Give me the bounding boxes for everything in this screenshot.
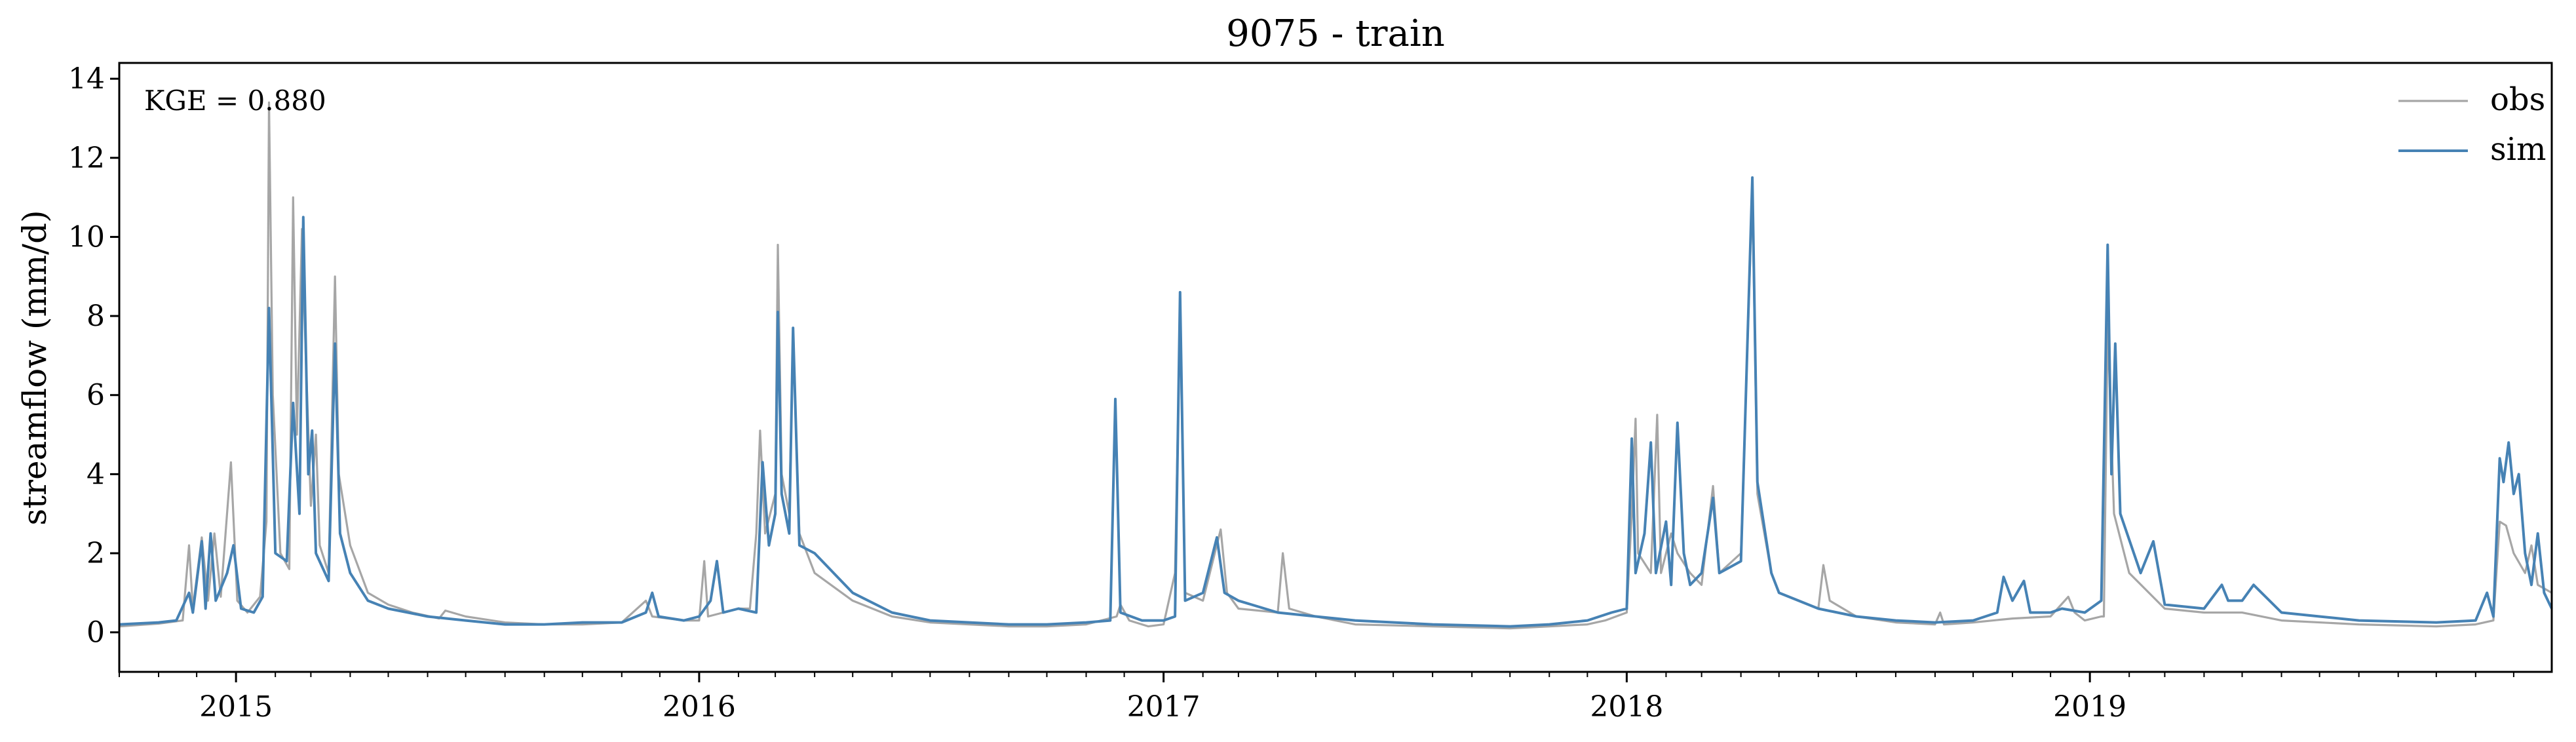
y-axis-label: streamflow (mm/d) bbox=[16, 210, 54, 525]
chart-title: 9075 - train bbox=[1226, 12, 1445, 55]
y-axis: 0 2 4 6 8 10 12 14 bbox=[68, 62, 119, 650]
x-tick-label: 2016 bbox=[663, 690, 736, 724]
plot-area bbox=[119, 101, 2553, 630]
y-tick-label: 12 bbox=[68, 142, 105, 175]
x-axis: 2015 2016 2017 2018 2019 bbox=[119, 672, 2514, 724]
series-line-sim bbox=[119, 176, 2553, 628]
x-tick-label: 2015 bbox=[199, 690, 273, 724]
series-layer bbox=[119, 101, 2553, 630]
kge-annotation: KGE = 0.880 bbox=[144, 85, 326, 117]
y-tick-label: 10 bbox=[68, 220, 105, 254]
x-tick-label: 2017 bbox=[1127, 690, 1201, 724]
plot-frame bbox=[118, 62, 2553, 673]
legend-label-sim: sim bbox=[2490, 131, 2547, 168]
x-tick-label: 2019 bbox=[2053, 690, 2126, 724]
y-tick-label: 14 bbox=[68, 62, 105, 96]
y-tick-label: 2 bbox=[87, 537, 105, 570]
legend: obs sim bbox=[2398, 81, 2547, 168]
series-line-obs bbox=[119, 101, 2552, 630]
x-tick-label: 2018 bbox=[1590, 690, 1663, 724]
y-tick-label: 8 bbox=[87, 300, 105, 333]
y-tick-label: 0 bbox=[87, 616, 105, 650]
legend-label-obs: obs bbox=[2490, 81, 2545, 118]
y-tick-label: 4 bbox=[87, 458, 105, 491]
y-tick-label: 6 bbox=[87, 379, 105, 412]
